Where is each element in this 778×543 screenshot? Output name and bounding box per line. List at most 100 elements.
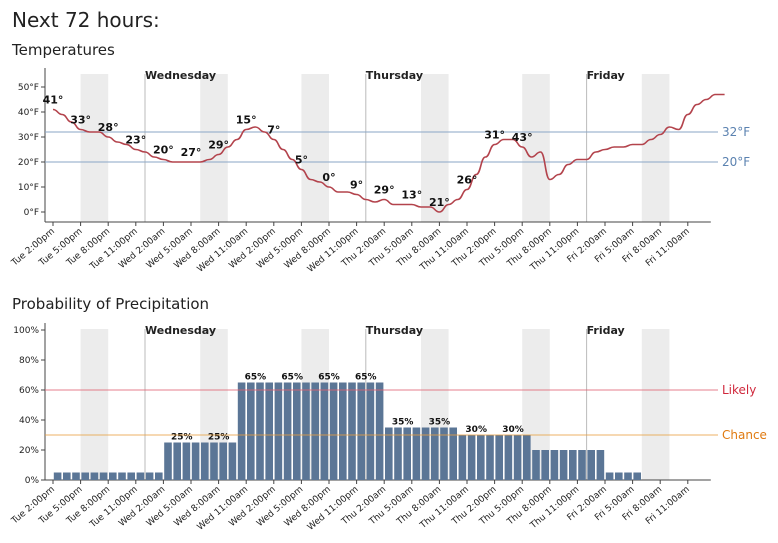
precip-bar-label: 65%	[245, 373, 267, 383]
pop-y-tick-label: 100%	[13, 326, 39, 336]
precip-bar	[357, 382, 365, 480]
precip-bar-label: 30%	[465, 425, 487, 435]
precip-bar	[587, 450, 595, 480]
precip-bar	[467, 435, 476, 480]
precip-bar	[293, 382, 301, 480]
precip-bar-label: 65%	[318, 373, 340, 383]
pop-shade-band	[80, 329, 109, 480]
precip-bar	[421, 427, 430, 480]
precip-bar	[394, 427, 402, 480]
precip-bar	[265, 382, 273, 480]
precip-bar	[53, 472, 62, 480]
precip-bar	[458, 435, 467, 480]
temp-shade-band	[522, 74, 550, 222]
precip-bar	[320, 382, 329, 480]
temperature-annotation: 5°	[295, 154, 308, 167]
pop-day-label: Thursday	[366, 324, 423, 337]
precip-bar	[513, 435, 522, 480]
temperature-annotation: 29°	[208, 139, 229, 152]
temperature-chart-title: Temperatures	[12, 41, 115, 59]
precip-bar	[210, 442, 218, 480]
temperature-annotation: 29°	[374, 184, 395, 197]
precip-bar	[164, 442, 172, 480]
temperature-annotation: 23°	[125, 134, 146, 147]
precip-bar	[615, 472, 623, 480]
temp-y-tick-label: 50°F	[18, 83, 39, 93]
precip-bar-label: 30%	[502, 425, 524, 435]
precip-bar	[63, 472, 71, 480]
precip-bar-label: 65%	[281, 373, 303, 383]
precip-bar	[495, 435, 503, 480]
temperature-annotation: 41°	[43, 94, 64, 107]
precip-bar	[329, 382, 338, 480]
precip-bar	[155, 472, 163, 480]
pop-reference-label: Likely	[722, 383, 756, 397]
precip-bar-label: 65%	[355, 373, 377, 383]
temperature-annotation: 26°	[457, 174, 478, 187]
precip-bar	[541, 450, 549, 480]
precip-bar	[431, 427, 439, 480]
precip-bar	[624, 472, 632, 480]
precip-bar	[99, 472, 108, 480]
pop-y-tick-label: 0%	[25, 476, 40, 486]
precip-bar	[247, 382, 255, 480]
precip-bar	[559, 450, 568, 480]
temperature-annotation: 21°	[429, 196, 450, 209]
precip-bar-label: 35%	[392, 418, 414, 428]
precip-bar	[283, 382, 292, 480]
temp-reference-label: 32°F	[722, 125, 750, 139]
temperature-annotation: 13°	[401, 189, 422, 202]
temp-shade-band	[200, 74, 228, 222]
temperature-annotation: 27°	[181, 146, 202, 159]
precip-bar	[136, 472, 145, 480]
temp-x-tick-label: Tue 11:00pm	[88, 227, 140, 273]
precip-bar	[339, 382, 347, 480]
precip-bar	[219, 442, 227, 480]
temp-y-tick-label: 40°F	[18, 108, 39, 118]
precip-bar	[412, 427, 421, 480]
precip-bar	[311, 382, 319, 480]
precip-bar	[182, 442, 191, 480]
pop-shade-band	[641, 329, 670, 480]
temperature-annotation: 33°	[70, 114, 91, 127]
precip-bar	[228, 442, 237, 480]
temperature-line	[52, 93, 725, 213]
precip-bar	[127, 472, 135, 480]
temp-y-tick-label: 20°F	[18, 158, 39, 168]
pop-y-tick-label: 40%	[19, 416, 39, 426]
precip-bar	[504, 435, 513, 480]
temp-reference-label: 20°F	[722, 155, 750, 169]
pop-day-label: Friday	[587, 324, 625, 337]
precip-bar	[633, 472, 641, 480]
pop-y-tick-label: 20%	[19, 446, 39, 456]
precip-bar	[348, 382, 356, 480]
temperature-annotation: 28°	[98, 121, 119, 134]
precip-bar-label: 35%	[429, 418, 451, 428]
pop-y-tick-label: 60%	[19, 386, 39, 396]
precip-bar	[532, 450, 540, 480]
precip-bar	[477, 435, 485, 480]
precip-bar	[449, 427, 457, 480]
temperature-annotation: 43°	[512, 131, 533, 144]
temp-shade-band	[80, 74, 109, 222]
precip-bar	[109, 472, 117, 480]
precip-bar	[596, 450, 605, 480]
precip-bar	[145, 472, 154, 480]
temp-day-label: Thursday	[366, 69, 423, 82]
temperature-annotation: 15°	[236, 114, 257, 127]
temperature-annotation: 20°	[153, 144, 174, 157]
precip-bar	[486, 435, 494, 480]
precip-bar	[523, 435, 531, 480]
precip-bar	[173, 442, 181, 480]
precip-bar	[440, 427, 448, 480]
precip-bar	[81, 472, 89, 480]
precip-bar	[256, 382, 264, 480]
precip-bar	[403, 427, 411, 480]
pop-day-label: Wednesday	[145, 324, 216, 337]
precip-bar	[201, 442, 209, 480]
pop-reference-label: Chance	[722, 428, 767, 442]
precip-bar	[375, 382, 384, 480]
precip-bar	[569, 450, 577, 480]
precip-bar	[72, 472, 80, 480]
